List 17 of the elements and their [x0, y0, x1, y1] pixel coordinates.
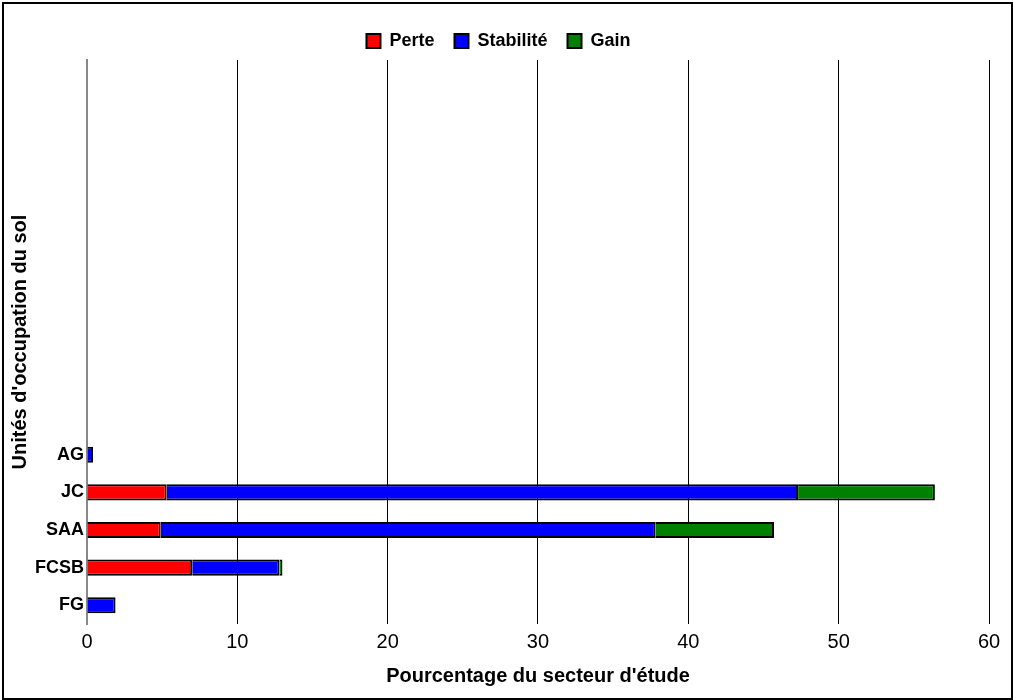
y-tick-label: AG — [57, 443, 84, 464]
y-tick-label: FG — [59, 594, 84, 615]
legend-label: Stabilité — [477, 29, 548, 50]
x-tick-label: 20 — [376, 629, 399, 652]
y-axis-title: Unités d'occupation du sol — [7, 214, 30, 470]
x-tick-label: 0 — [81, 629, 93, 652]
x-tick-label: 10 — [226, 629, 249, 652]
legend-label: Gain — [590, 29, 631, 50]
x-tick-label: 30 — [526, 629, 550, 652]
x-tick-label: 40 — [677, 629, 700, 652]
legend-label: Perte — [389, 29, 435, 50]
y-tick-label: FCSB — [35, 556, 84, 577]
y-tick-label: SAA — [45, 518, 84, 539]
y-tick-label: JC — [60, 481, 84, 502]
x-tick-label: 50 — [827, 629, 850, 652]
x-tick-label: 60 — [977, 629, 1001, 652]
x-axis-title: Pourcentage du secteur d'étude — [386, 663, 690, 686]
